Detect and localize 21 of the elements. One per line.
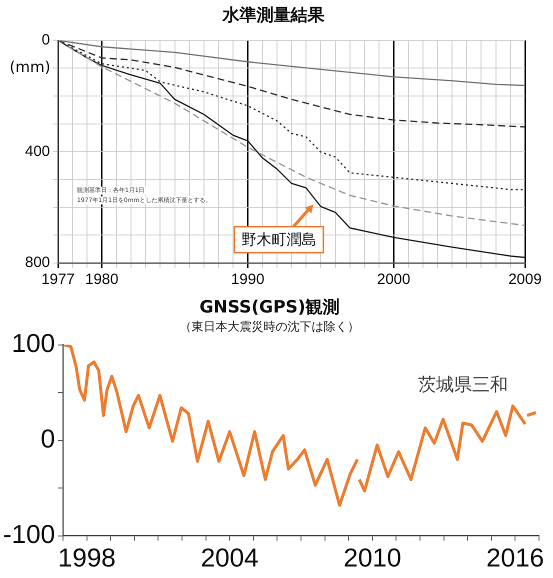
x-tick-label: 1980 bbox=[85, 271, 118, 288]
x-tick-label: 2000 bbox=[376, 271, 410, 288]
x-tick-label: 1990 bbox=[231, 271, 264, 288]
chart-title: 水準測量結果 bbox=[222, 6, 326, 26]
y-tick-label: 0 bbox=[42, 32, 50, 49]
y-tick-label: 400 bbox=[24, 142, 50, 160]
x-tick-label: 2009 bbox=[508, 271, 542, 288]
x-tick-label: 1977 bbox=[41, 271, 75, 288]
chart-subtitle: （東日本大震災時の沈下は除く） bbox=[180, 320, 360, 334]
x-tick-label: 2016 bbox=[486, 542, 544, 573]
y-tick-label: 0 bbox=[40, 423, 56, 454]
y-tick-label: -100 bbox=[2, 518, 56, 549]
x-tick-label: 1998 bbox=[58, 542, 116, 573]
annotation: 茨城県三和 bbox=[418, 374, 508, 396]
y-tick-label: 100 bbox=[12, 328, 56, 358]
chart-title: GNSS(GPS)観測 bbox=[199, 298, 340, 318]
annotation: 野木町潤島 bbox=[241, 230, 316, 248]
x-tick-label: 2010 bbox=[343, 542, 402, 573]
x-tick-label: 2004 bbox=[200, 542, 259, 573]
y-tick-label: 800 bbox=[24, 254, 50, 272]
y-axis-title: (mm) bbox=[10, 58, 50, 76]
